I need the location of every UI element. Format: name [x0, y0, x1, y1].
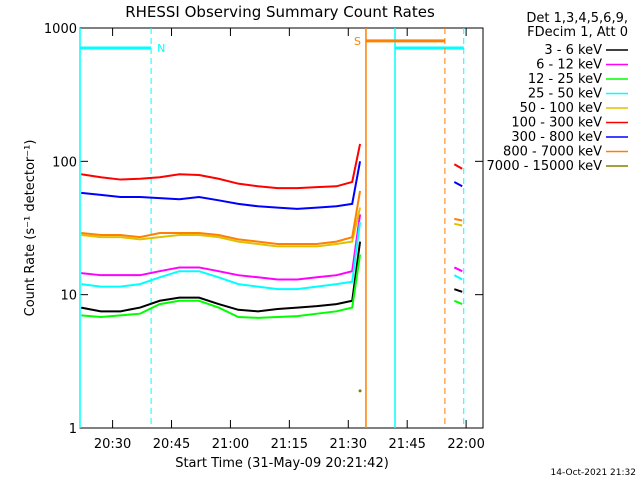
series-line [81, 143, 362, 190]
legend-label: 100 - 300 keV [511, 116, 602, 131]
series-line [453, 274, 463, 281]
legend-label: 12 - 25 keV [528, 72, 602, 87]
plot-frame [79, 27, 484, 429]
x-tick-label: 20:30 [94, 437, 131, 452]
legend-header: Det 1,3,4,5,6,9, [526, 11, 628, 26]
series-line [453, 181, 463, 188]
series-line [81, 214, 362, 281]
series-line [453, 299, 463, 305]
series-line [453, 163, 463, 170]
x-tick-label: 21:15 [271, 437, 308, 452]
interval-label: N [157, 42, 165, 55]
y-tick-label: 100 [52, 155, 77, 170]
series-line [454, 217, 463, 222]
series-line [80, 241, 362, 313]
x-tick-label: 22:00 [447, 437, 484, 452]
y-axis-label: Count Rate (s⁻¹ detector⁻¹) [23, 140, 38, 317]
x-tick-label: 20:45 [153, 437, 190, 452]
y-tick-label: 1 [69, 422, 77, 437]
legend-label: 800 - 7000 keV [503, 145, 602, 160]
x-tick-label: 21:45 [388, 437, 425, 452]
y-tick-label: 1000 [44, 22, 77, 37]
legend-label: 50 - 100 keV [520, 101, 603, 116]
chart-title: RHESSI Observing Summary Count Rates [125, 3, 435, 21]
legend-label: 25 - 50 keV [528, 87, 602, 102]
x-tick-label: 21:00 [212, 437, 249, 452]
series-line [81, 221, 362, 291]
x-tick-label: 21:30 [330, 437, 367, 452]
series-line [81, 207, 362, 248]
x-axis-label: Start Time (31-May-09 20:21:42) [175, 456, 389, 471]
y-tick-label: 10 [60, 289, 77, 304]
series-line [81, 161, 362, 210]
legend-label: 7000 - 15000 keV [487, 159, 603, 174]
legend-label: 300 - 800 keV [511, 130, 602, 145]
series-line [453, 266, 463, 273]
series-line [454, 222, 463, 227]
series-point [358, 389, 362, 393]
series-line [81, 190, 362, 245]
legend-label: 3 - 6 keV [544, 43, 602, 58]
legend-label: 6 - 12 keV [536, 58, 602, 73]
legend-header: FDecim 1, Att 0 [527, 25, 628, 40]
series-line [454, 288, 463, 293]
footer: 14-Oct-2021 21:32 [551, 468, 636, 478]
interval-label: S [354, 35, 361, 48]
series-line [81, 254, 362, 319]
